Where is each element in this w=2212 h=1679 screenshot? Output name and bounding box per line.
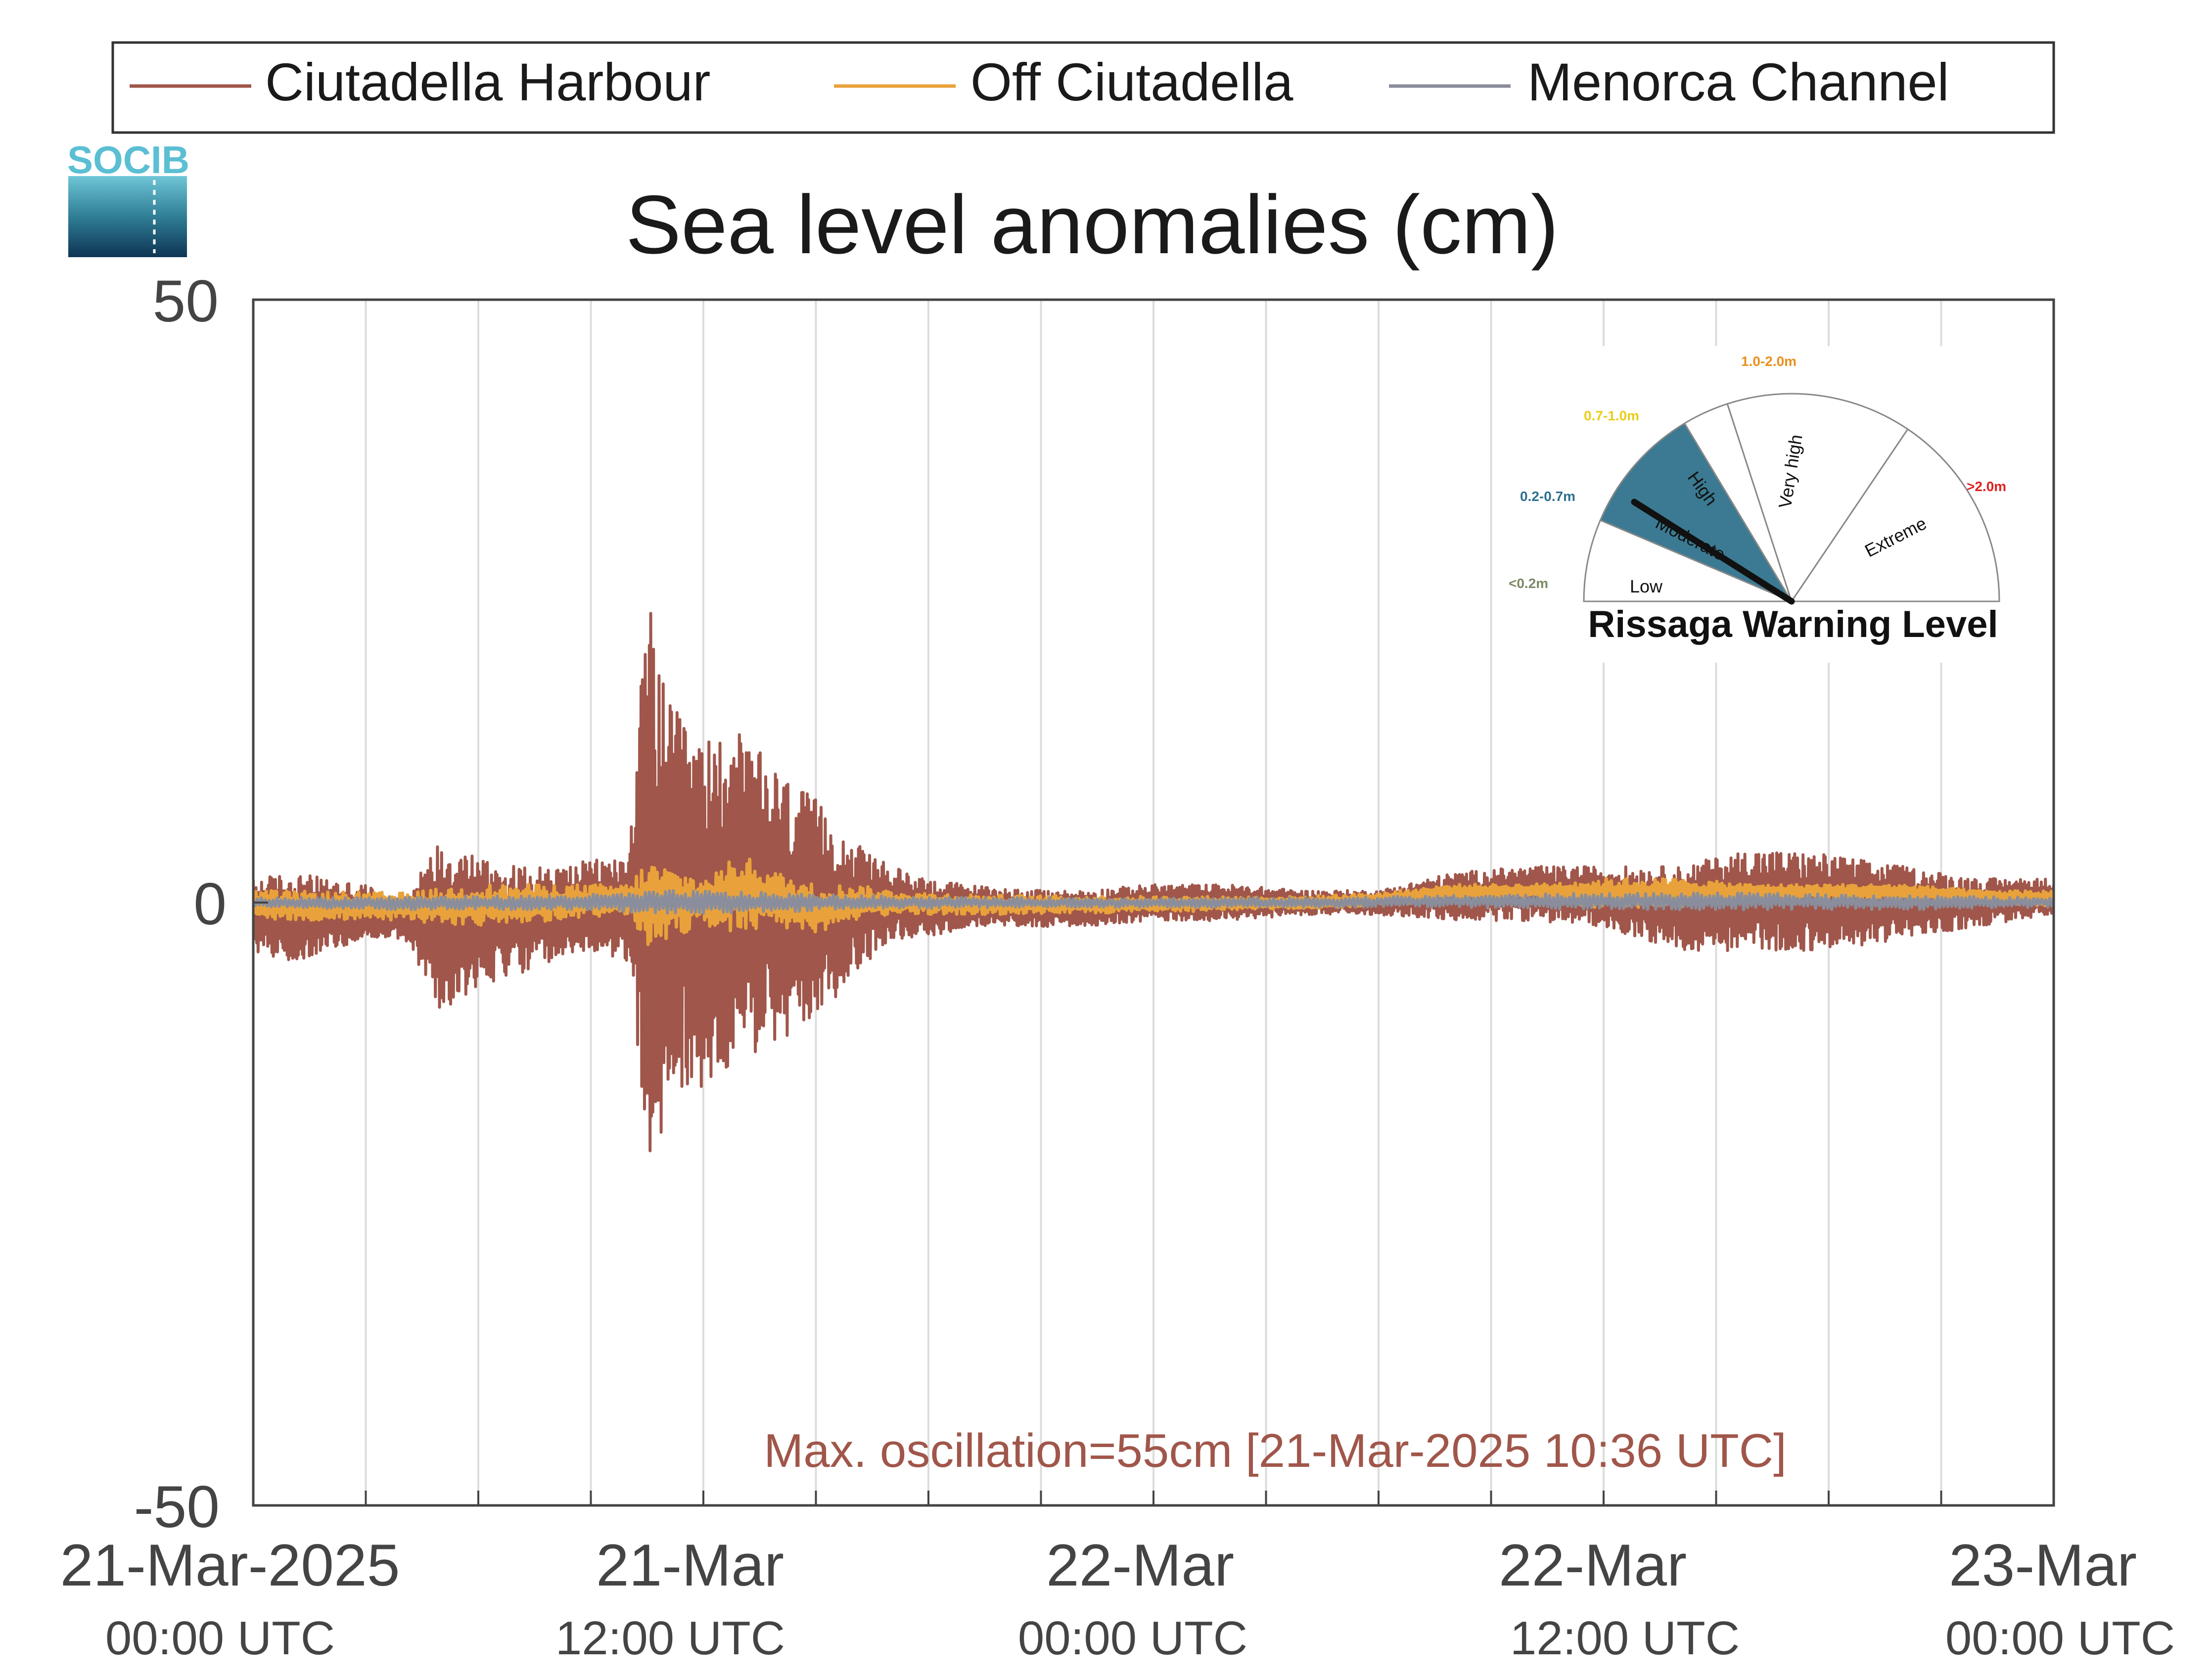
x-tick-time: 00:00 UTC bbox=[105, 1612, 335, 1665]
socib-logo-text: SOCIB bbox=[67, 138, 189, 182]
x-tick-time: 12:00 UTC bbox=[1510, 1612, 1740, 1665]
gauge-range-moderate: 0.2-0.7m bbox=[1520, 489, 1575, 504]
gauge-range-extreme: >2.0m bbox=[1967, 479, 2006, 494]
gauge-sector-moderate bbox=[1599, 422, 1794, 603]
max-oscillation-annotation: Max. oscillation=55cm [21-Mar-2025 10:36… bbox=[764, 1424, 1787, 1477]
legend-item-off-ciutadella: Off Ciutadella bbox=[834, 52, 1293, 112]
series-line-menorca-channel bbox=[253, 889, 2054, 915]
legend-item-ciutadella-harbour: Ciutadella Harbour bbox=[130, 52, 711, 112]
legend: Ciutadella Harbour Off Ciutadella Menorc… bbox=[111, 41, 2055, 134]
x-tick-date: 21-Mar-2025 bbox=[60, 1532, 400, 1598]
rissaga-warning-gauge: Low Moderate High Very high Extreme <0.2… bbox=[1504, 346, 2033, 663]
x-tick-labels: 21-Mar-2025 00:00 UTC 21-Mar 12:00 UTC 2… bbox=[60, 1532, 2175, 1665]
gauge-sector-very-high bbox=[1726, 393, 1909, 603]
legend-label-menorca-channel: Menorca Channel bbox=[1527, 52, 1949, 112]
chart-title: Sea level anomalies (cm) bbox=[626, 178, 1559, 271]
gauge-needle bbox=[1631, 499, 1795, 605]
gauge-range-low: <0.2m bbox=[1509, 576, 1548, 591]
legend-label-off-ciutadella: Off Ciutadella bbox=[970, 52, 1293, 112]
gauge-needle-line bbox=[1631, 499, 1795, 605]
x-tick-time: 00:00 UTC bbox=[1945, 1612, 2175, 1665]
series-layer bbox=[253, 612, 2054, 1152]
x-tick-date: 22-Mar bbox=[1046, 1532, 1234, 1598]
x-tick-time: 00:00 UTC bbox=[1018, 1612, 1247, 1665]
gauge-range-very-high: 1.0-2.0m bbox=[1741, 354, 1797, 369]
legend-label-ciutadella-harbour: Ciutadella Harbour bbox=[265, 52, 711, 112]
gauge-sectors bbox=[1583, 393, 2000, 603]
legend-box bbox=[111, 41, 2055, 134]
legend-item-menorca-channel: Menorca Channel bbox=[1389, 52, 1949, 112]
socib-logo-gradient bbox=[68, 176, 187, 257]
gauge-level-label-low: Low bbox=[1630, 576, 1663, 596]
y-tick-label: -50 bbox=[134, 1474, 220, 1540]
y-tick-label: 50 bbox=[153, 268, 219, 334]
y-tick-label: 0 bbox=[193, 871, 227, 937]
gauge-sector-extreme bbox=[1790, 428, 2000, 602]
series-line-ciutadella-harbour bbox=[253, 612, 2054, 1152]
x-tick-date: 21-Mar bbox=[596, 1532, 784, 1598]
axis-ticks bbox=[253, 299, 1942, 1506]
gauge-sector-low bbox=[1583, 519, 1792, 602]
x-tick-date: 23-Mar bbox=[1949, 1532, 2137, 1598]
gauge-title: Rissaga Warning Level bbox=[1588, 603, 1998, 645]
gauge-range-high: 0.7-1.0m bbox=[1584, 408, 1639, 423]
x-tick-date: 22-Mar bbox=[1499, 1532, 1687, 1598]
socib-logo: SOCIB bbox=[67, 138, 189, 257]
x-tick-time: 12:00 UTC bbox=[555, 1612, 785, 1665]
